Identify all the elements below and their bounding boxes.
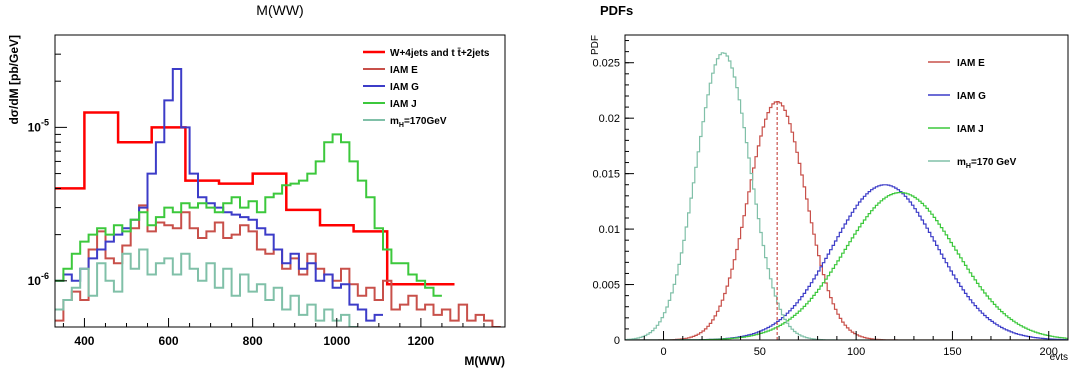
right-ytick-label: 0.005 [592, 280, 620, 292]
left-plot-frame [54, 34, 506, 328]
right-xtick-label: 100 [847, 346, 865, 358]
right-xtick-label: 50 [754, 346, 766, 358]
left-series-3 [55, 133, 442, 297]
right-chart-title: PDFs [600, 3, 633, 18]
right-legend-label-1: IAM G [957, 91, 986, 102]
left-ytick-exp: -6 [41, 271, 49, 281]
left-legend-label-2: IAM G [390, 82, 419, 93]
right-ytick-label: 0.02 [599, 113, 620, 125]
legend-label-main: m [957, 157, 966, 168]
left-legend-label-0: W+4jets and t t̄+2jets [390, 47, 490, 59]
right-xtick-label: 0 [660, 346, 666, 358]
right-ytick-label: 0.025 [592, 58, 620, 70]
right-series-0 [625, 101, 1068, 340]
left-xtick-label: 1000 [323, 334, 350, 348]
left-legend: W+4jets and t t̄+2jets IAM E IAM G IAM J mH=… [363, 47, 490, 129]
right-series-1 [625, 184, 1068, 340]
right-x-axis-label: evts [1050, 352, 1068, 363]
left-series-0 [55, 111, 455, 286]
left-ytick-base: 10 [28, 274, 42, 288]
right-xtick-label: 150 [943, 346, 961, 358]
left-ytick-label: 10-6 [28, 271, 49, 288]
left-xtick-label: 600 [159, 334, 179, 348]
legend-label-sub: H [966, 163, 971, 170]
left-xtick-label: 400 [74, 334, 94, 348]
left-xtick-label: 800 [243, 334, 263, 348]
right-ytick-label: 0.01 [599, 224, 620, 236]
left-ytick-label: 10-5 [28, 117, 49, 134]
left-chart-title: M(WW) [256, 2, 303, 18]
right-legend-label-0: IAM E [957, 58, 985, 69]
right-legend: IAM E IAM G IAM J mH=170 GeV [928, 58, 1017, 170]
left-ytick-exp: -5 [41, 117, 49, 127]
right-ytick-label: 0 [614, 335, 620, 347]
right-legend-label-2: IAM J [957, 124, 984, 135]
left-ytick-base: 10 [28, 120, 42, 134]
left-xtick-label: 1200 [408, 334, 435, 348]
left-y-axis-label: dσ/dM [pb/GeV] [7, 35, 21, 125]
legend-label-main: m [390, 116, 399, 127]
left-x-axis-label: M(WW) [464, 354, 505, 368]
left-series-4 [55, 248, 358, 327]
right-series-3 [625, 52, 1068, 340]
left-legend-label-3: IAM J [390, 99, 417, 110]
left-legend-label-4: mH=170GeV [390, 116, 447, 129]
left-chart: M(WW)400 600 800 1000 120010-610-5M(WW)dσ/dM… [7, 2, 506, 368]
right-chart: PDFs 0 50 100 150 200 0 0.005 0.01 0.015 0.02 0.025… [590, 3, 1069, 363]
right-ytick-label: 0.015 [592, 169, 620, 181]
right-y-axis-label: PDF [590, 35, 601, 55]
left-series-2 [55, 68, 383, 322]
legend-label-rest: =170 GeV [971, 157, 1017, 168]
right-plot-frame [624, 34, 1069, 341]
right-series-2 [625, 191, 1068, 340]
legend-label-rest: =170GeV [404, 116, 447, 127]
right-xtick-label: 200 [1040, 346, 1058, 358]
left-legend-label-1: IAM E [390, 65, 418, 76]
right-legend-label-3: mH=170 GeV [957, 157, 1017, 170]
legend-label-sub: H [399, 122, 404, 129]
